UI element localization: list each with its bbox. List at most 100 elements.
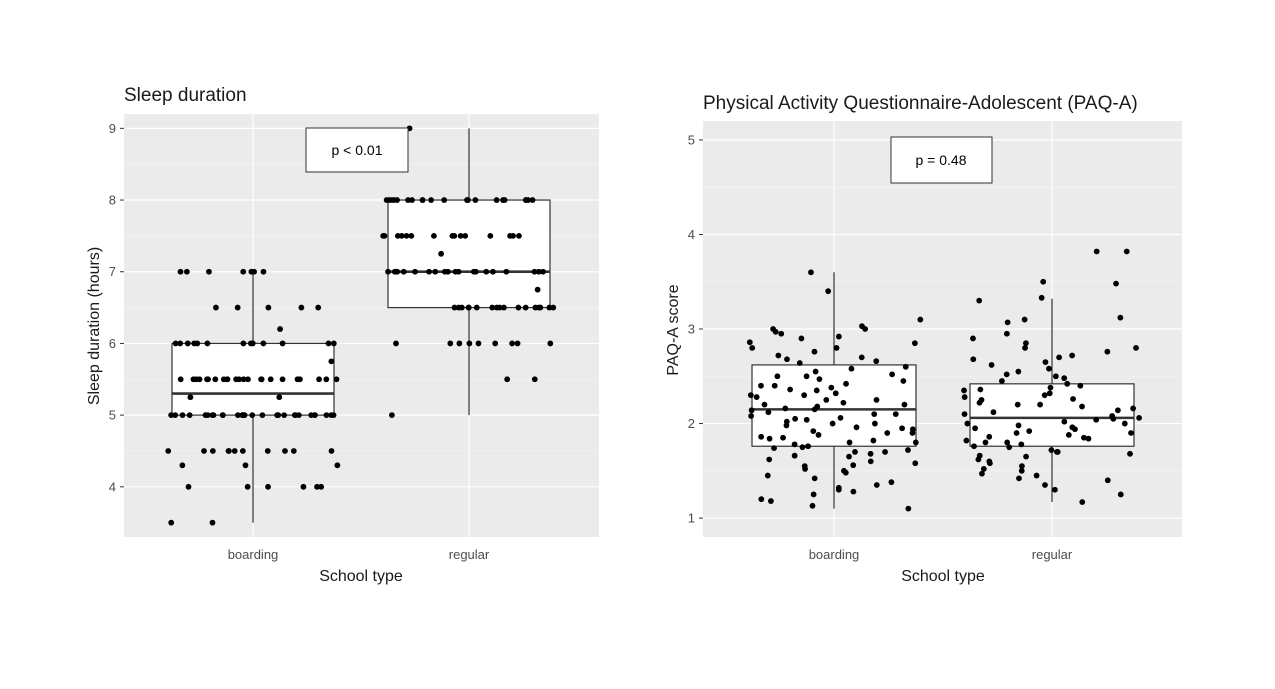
data-point-regular (504, 376, 511, 383)
data-point-regular (1079, 499, 1086, 505)
data-point-regular (408, 232, 415, 239)
data-point-boarding (758, 433, 765, 440)
data-point-regular (385, 268, 391, 275)
data-point-boarding (810, 428, 817, 435)
data-point-boarding (204, 376, 211, 383)
data-point-boarding (244, 483, 251, 490)
data-point-regular (409, 197, 415, 203)
y-tick-label: 5 (688, 132, 695, 147)
data-point-regular (1046, 390, 1053, 397)
data-point-regular (444, 268, 451, 275)
y-tick-label: 8 (109, 193, 116, 208)
data-point-regular (532, 304, 539, 311)
data-point-boarding (905, 447, 911, 453)
data-point-boarding (842, 469, 849, 476)
data-point-boarding (912, 439, 919, 446)
data-point-boarding (758, 382, 764, 389)
y-tick-label: 7 (109, 264, 116, 279)
data-point-regular (1023, 453, 1029, 460)
chart-title: Physical Activity Questionnaire-Adolesce… (703, 93, 1138, 114)
data-point-boarding (791, 441, 798, 448)
data-point-boarding (323, 376, 330, 383)
data-point-boarding (260, 340, 267, 347)
data-point-boarding (808, 269, 814, 276)
data-point-boarding (224, 376, 231, 383)
data-point-boarding (274, 412, 281, 419)
data-point-boarding (245, 376, 251, 383)
data-point-boarding (774, 373, 781, 380)
data-point-boarding (168, 412, 175, 419)
data-point-boarding (778, 330, 785, 337)
data-point-regular (1052, 486, 1058, 493)
data-point-regular (507, 232, 513, 239)
data-point-boarding (234, 304, 241, 311)
data-point-boarding (873, 482, 880, 488)
data-point-boarding (177, 268, 184, 275)
data-point-boarding (780, 434, 786, 441)
data-point-boarding (225, 448, 232, 454)
data-point-regular (531, 268, 538, 275)
data-point-regular (503, 268, 510, 275)
data-point-boarding (815, 431, 822, 438)
data-point-regular (470, 268, 477, 275)
data-point-boarding (892, 411, 899, 417)
data-point-regular (1022, 345, 1028, 351)
data-point-boarding (909, 430, 916, 436)
data-point-boarding (172, 340, 179, 347)
y-axis-ticks: 1 2 3 4 5 (688, 132, 703, 526)
data-point-boarding (833, 345, 840, 351)
data-point-boarding (177, 376, 184, 383)
data-point-boarding (798, 335, 805, 342)
data-point-regular (977, 386, 984, 393)
data-point-boarding (765, 409, 772, 416)
x-axis-ticks: boarding regular (809, 547, 1073, 562)
data-point-regular (1018, 441, 1025, 448)
data-point-regular (405, 197, 411, 203)
data-point-regular (456, 340, 463, 347)
data-point-boarding (330, 412, 337, 419)
data-point-regular (976, 399, 983, 406)
data-point-regular (550, 304, 557, 311)
data-point-boarding (850, 462, 857, 469)
data-point-regular (999, 378, 1005, 384)
y-tick-label: 9 (109, 121, 116, 136)
data-point-boarding (846, 439, 853, 446)
data-point-regular (1003, 330, 1010, 337)
data-point-boarding (249, 412, 256, 419)
data-point-boarding (312, 412, 318, 419)
data-point-boarding (900, 378, 907, 384)
data-point-boarding (282, 448, 288, 454)
data-point-boarding (294, 376, 301, 383)
data-point-regular (529, 197, 536, 203)
data-point-regular (383, 197, 390, 203)
data-point-boarding (766, 456, 773, 463)
data-point-regular (970, 356, 977, 363)
data-point-regular (1033, 472, 1040, 479)
data-point-boarding (862, 326, 869, 332)
data-point-boarding (813, 387, 820, 394)
data-point-boarding (803, 373, 810, 380)
data-point-boarding (746, 339, 753, 346)
y-tick-label: 5 (109, 408, 116, 423)
data-point-boarding (264, 448, 271, 454)
data-point-boarding (239, 448, 246, 454)
data-point-boarding (206, 268, 212, 275)
data-point-regular (1038, 294, 1045, 301)
data-point-boarding (315, 304, 322, 311)
data-point-regular (1117, 314, 1124, 321)
data-point-regular (451, 232, 458, 239)
data-point-boarding (251, 268, 257, 275)
data-point-regular (462, 232, 469, 239)
data-point-boarding (747, 392, 754, 399)
data-point-boarding (848, 365, 855, 372)
x-tick-label-boarding: boarding (228, 547, 279, 562)
data-point-boarding (829, 420, 836, 427)
data-point-regular (961, 394, 968, 400)
data-point-regular (1021, 316, 1028, 323)
data-point-boarding (884, 430, 891, 436)
data-point-boarding (239, 412, 246, 419)
data-point-boarding (835, 486, 842, 493)
p-value-text: p < 0.01 (332, 142, 383, 158)
data-point-regular (980, 466, 987, 472)
